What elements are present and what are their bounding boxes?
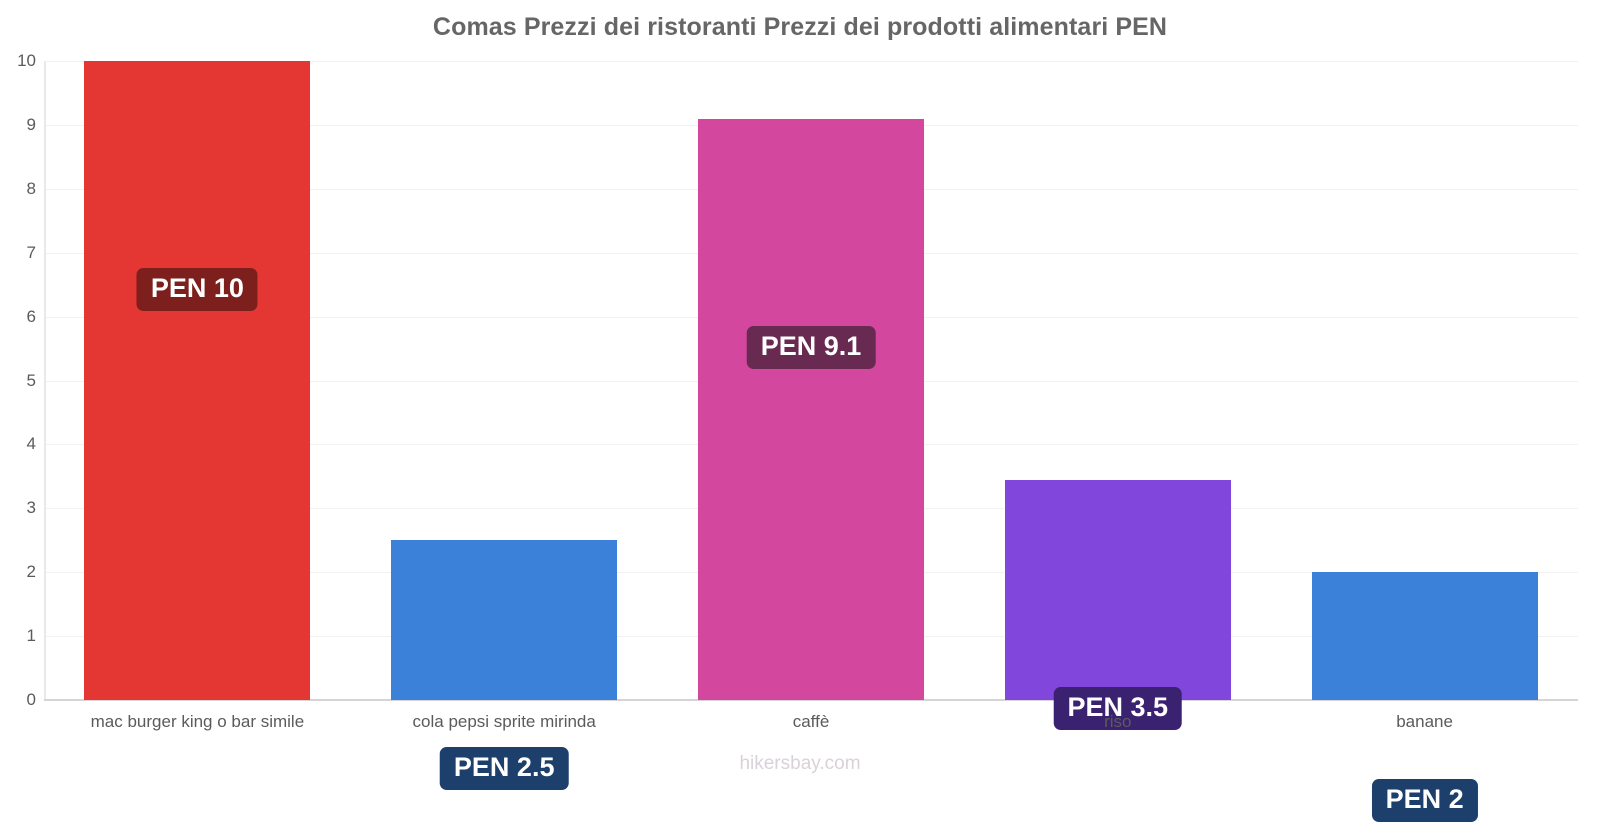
y-tick-label: 4 xyxy=(26,434,36,454)
x-tick-label: banane xyxy=(1396,712,1453,731)
y-axis-tick-labels: 0 1 2 3 4 5 6 7 8 9 10 xyxy=(0,51,36,709)
y-tick-label: 8 xyxy=(26,178,36,198)
x-tick-label: caffè xyxy=(792,712,830,731)
bar-group[interactable]: PEN 2 xyxy=(1311,61,1538,822)
y-tick-label: 9 xyxy=(26,114,36,134)
bar-value-label: PEN 10 xyxy=(136,268,258,311)
bar-group[interactable]: PEN 3.5 xyxy=(1004,61,1231,730)
y-tick-label: 1 xyxy=(26,626,36,646)
x-axis-tick-labels: mac burger king o bar simile cola pepsi s… xyxy=(44,712,1578,738)
bar-group[interactable]: PEN 9.1 xyxy=(698,61,924,700)
bar-group[interactable]: PEN 2.5 xyxy=(391,61,618,791)
bar-value-label: PEN 2 xyxy=(1371,779,1478,822)
y-tick-label: 3 xyxy=(26,498,36,518)
y-axis-line xyxy=(44,61,46,700)
y-tick-label: 7 xyxy=(26,242,36,262)
y-tick-label: 6 xyxy=(26,306,36,326)
bar[interactable] xyxy=(1004,479,1231,700)
footer-attribution: hikersbay.com xyxy=(739,753,861,774)
x-tick-label: riso xyxy=(1104,712,1132,731)
y-tick-label: 2 xyxy=(26,562,36,582)
bar-group[interactable]: PEN 10 xyxy=(84,61,311,700)
bar[interactable] xyxy=(391,540,618,700)
bar[interactable] xyxy=(1311,572,1538,700)
x-tick-label: cola pepsi sprite mirinda xyxy=(412,712,596,731)
chart-title: Comas Prezzi dei ristoranti Prezzi dei p… xyxy=(432,13,1168,41)
x-tick-label: mac burger king o bar simile xyxy=(90,712,305,731)
x-axis-line xyxy=(44,699,1578,701)
bar[interactable] xyxy=(84,61,311,700)
y-tick-label: 0 xyxy=(26,690,36,709)
bar-value-label: PEN 9.1 xyxy=(746,325,876,369)
bars-layer: PEN 10 PEN 2.5 PEN 9.1 PEN 3.5 PEN 2 xyxy=(44,61,1578,822)
bar[interactable] xyxy=(698,118,924,700)
bar-value-label: PEN 2.5 xyxy=(439,747,569,791)
bar-chart: Comas Prezzi dei ristoranti Prezzi dei p… xyxy=(0,13,1578,822)
bar-value-label: PEN 3.5 xyxy=(1053,686,1183,730)
y-tick-label: 5 xyxy=(26,370,36,390)
y-tick-label: 10 xyxy=(17,51,36,70)
